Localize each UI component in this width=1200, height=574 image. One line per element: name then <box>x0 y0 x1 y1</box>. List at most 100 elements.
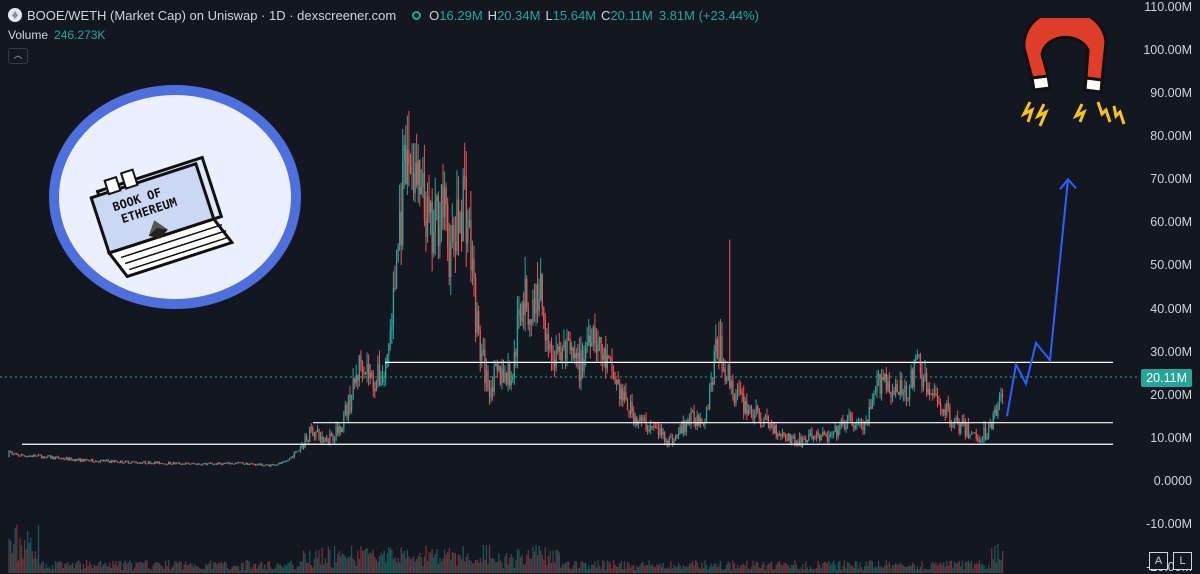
candle-body <box>355 375 357 384</box>
candle-body <box>798 436 801 445</box>
volume-bar <box>792 564 794 573</box>
volume-bar <box>633 565 635 573</box>
candle-body <box>943 409 945 413</box>
volume-bar <box>523 564 525 573</box>
candle-body <box>175 462 178 464</box>
volume-bar <box>755 561 757 573</box>
volume-bar <box>980 564 982 573</box>
candle-body <box>70 457 72 461</box>
volume-bar <box>784 562 787 573</box>
volume-bar <box>560 567 562 573</box>
volume-bar <box>70 564 72 573</box>
volume-bar <box>540 550 542 573</box>
auto-scale-button[interactable]: A <box>1149 552 1168 570</box>
volume-bar <box>988 564 990 573</box>
candle-body <box>321 436 323 442</box>
candle-body <box>257 463 260 466</box>
volume-bar <box>414 561 416 573</box>
candle-body <box>397 246 399 262</box>
candle-body <box>898 391 900 395</box>
candle-body <box>169 461 171 465</box>
volume-bar <box>422 566 424 573</box>
candle-body <box>659 428 661 436</box>
candle-body <box>769 423 771 428</box>
volume-bar <box>947 565 949 573</box>
change-value: 3.81M (+23.44%) <box>658 7 759 23</box>
volume-bar <box>696 561 698 573</box>
volume-bar <box>918 569 920 573</box>
volume-bar <box>961 560 963 573</box>
candle-body <box>409 165 412 174</box>
candle-body <box>273 464 275 466</box>
volume-bar <box>981 563 984 573</box>
candle-body <box>242 462 244 465</box>
candle-body <box>614 378 616 384</box>
candle-body <box>946 403 948 416</box>
volume-bar <box>873 568 875 573</box>
candle-body <box>693 412 695 423</box>
volume-bar <box>309 550 311 573</box>
volume-bar <box>168 560 170 573</box>
volume-bar <box>535 545 537 573</box>
volume-bar <box>448 547 450 573</box>
candle-body <box>337 426 339 434</box>
volume-bar <box>843 560 846 573</box>
candle-body <box>11 451 13 455</box>
candle-body <box>481 352 483 361</box>
volume-bar <box>586 569 588 573</box>
volume-bar <box>406 550 409 573</box>
candle-body <box>617 380 619 385</box>
volume-bar <box>109 562 111 573</box>
candle-body <box>8 451 10 458</box>
volume-bar <box>473 562 475 573</box>
volume-bar <box>389 548 391 573</box>
volume-bar <box>554 562 556 573</box>
candle-body <box>853 425 855 429</box>
volume-bar <box>195 566 198 573</box>
candle-body <box>516 315 519 357</box>
volume-bar <box>399 562 401 573</box>
volume-bar <box>405 558 407 573</box>
volume-bar <box>527 549 529 573</box>
candle-body <box>753 416 756 419</box>
candle-body <box>958 424 960 434</box>
candle-body <box>938 401 940 404</box>
candle-body <box>774 425 776 434</box>
candle-body <box>712 382 714 385</box>
collapse-legend-button[interactable]: ︿ <box>8 48 28 64</box>
candle-body <box>924 372 926 379</box>
candle-body <box>673 440 675 445</box>
volume-bar <box>394 556 396 573</box>
log-scale-button[interactable]: L <box>1173 552 1192 570</box>
volume-bar <box>197 566 199 573</box>
candle-body <box>271 464 274 466</box>
candle-body <box>493 366 495 392</box>
volume-bar <box>543 559 545 573</box>
y-tick-label: 100.00M <box>1143 43 1192 58</box>
volume-bar <box>307 562 309 573</box>
volume-bar <box>174 561 176 573</box>
volume-bar <box>829 565 832 573</box>
candle-body <box>264 465 266 467</box>
candle-body <box>9 451 12 453</box>
volume-bar <box>428 551 430 573</box>
candle-body <box>933 393 936 396</box>
volume-bar <box>87 566 89 573</box>
volume-bar <box>805 561 807 573</box>
candle-body <box>275 464 277 466</box>
volume-bar <box>922 569 925 573</box>
candles <box>8 111 1004 467</box>
candle-body <box>96 460 99 462</box>
volume-bar <box>972 568 974 573</box>
volume-bars <box>8 524 1004 573</box>
candle-body <box>713 351 715 385</box>
candle-body <box>405 145 407 184</box>
volume-bar <box>814 569 816 573</box>
volume-bar <box>927 569 929 573</box>
volume-bar <box>81 569 83 573</box>
candle-body <box>944 409 946 416</box>
candle-body <box>208 462 210 464</box>
volume-bar <box>127 562 130 573</box>
candle-body <box>188 462 190 465</box>
